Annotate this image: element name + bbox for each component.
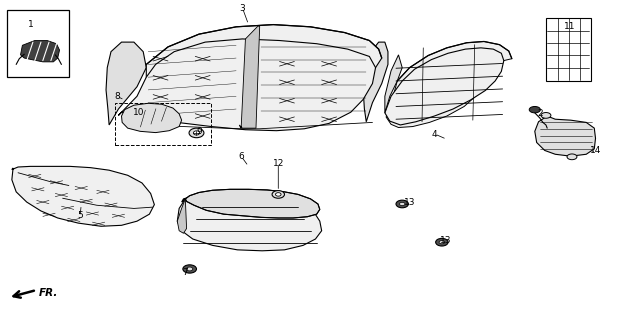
Ellipse shape — [567, 154, 577, 160]
Polygon shape — [385, 55, 402, 113]
Bar — [546, 18, 591, 81]
Polygon shape — [386, 42, 512, 127]
Text: FR.: FR. — [39, 288, 58, 298]
Polygon shape — [147, 25, 382, 129]
Ellipse shape — [276, 193, 281, 196]
Ellipse shape — [396, 200, 409, 208]
Polygon shape — [177, 195, 322, 251]
Text: 6: 6 — [238, 152, 244, 161]
Text: 12: 12 — [273, 159, 284, 168]
Text: 5: 5 — [77, 211, 83, 220]
Polygon shape — [122, 103, 181, 132]
Polygon shape — [12, 166, 155, 226]
Text: 14: 14 — [590, 146, 601, 155]
Ellipse shape — [436, 238, 448, 246]
Ellipse shape — [439, 241, 445, 244]
Text: 3: 3 — [240, 4, 245, 13]
Bar — [116, 103, 211, 145]
Ellipse shape — [541, 113, 551, 118]
Text: 11: 11 — [564, 22, 575, 31]
Ellipse shape — [186, 267, 193, 271]
Text: 13: 13 — [404, 197, 415, 206]
Polygon shape — [385, 48, 504, 125]
Ellipse shape — [272, 191, 284, 198]
Text: 2: 2 — [537, 109, 543, 118]
Polygon shape — [363, 42, 388, 122]
Text: 7: 7 — [183, 268, 188, 277]
Text: 8: 8 — [114, 92, 120, 101]
Text: 4: 4 — [432, 130, 437, 139]
Ellipse shape — [399, 202, 405, 205]
Polygon shape — [106, 42, 147, 125]
Ellipse shape — [193, 131, 199, 135]
Polygon shape — [185, 189, 320, 218]
Polygon shape — [535, 116, 596, 156]
Text: 13: 13 — [440, 236, 451, 245]
Text: 1: 1 — [27, 20, 34, 29]
Text: 9: 9 — [196, 127, 202, 136]
Ellipse shape — [183, 265, 196, 273]
Polygon shape — [20, 41, 60, 62]
Ellipse shape — [529, 107, 540, 113]
Polygon shape — [119, 39, 376, 131]
Polygon shape — [7, 10, 69, 77]
Text: 10: 10 — [132, 108, 144, 117]
Ellipse shape — [189, 128, 204, 138]
Polygon shape — [177, 199, 186, 233]
Polygon shape — [239, 26, 260, 129]
